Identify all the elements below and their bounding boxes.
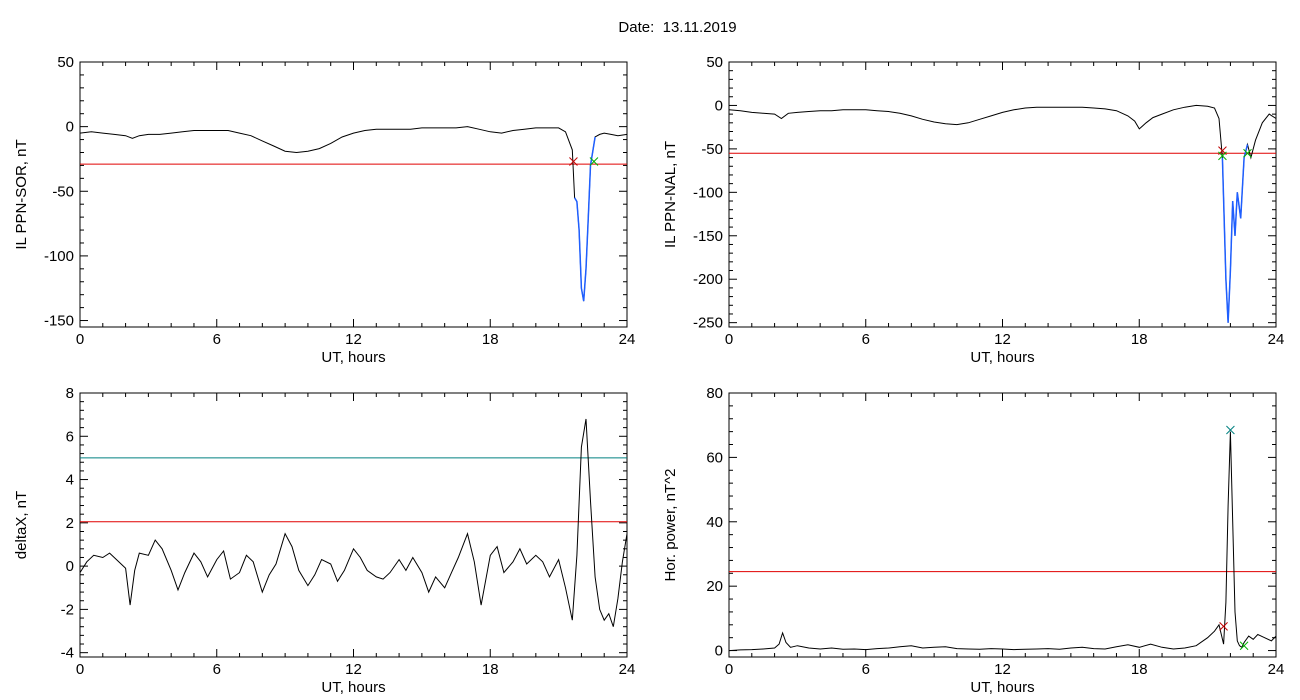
- x-tick-label: 0: [725, 331, 733, 348]
- x-tick-label: 0: [725, 661, 733, 678]
- y-tick-label: 0: [66, 119, 74, 136]
- event-marker: [569, 157, 578, 166]
- event-marker-stroke: [569, 157, 578, 166]
- y-tick-label: 0: [715, 643, 723, 660]
- y-tick-label: 50: [57, 54, 74, 71]
- y-tick-label: -4: [61, 645, 74, 662]
- y-tick-label: -150: [44, 313, 74, 330]
- event-marker: [1219, 622, 1228, 631]
- y-tick-label: -200: [693, 271, 723, 288]
- y-tick-label: 0: [715, 97, 723, 114]
- x-tick-label: 6: [862, 661, 870, 678]
- y-tick-label: 20: [706, 578, 723, 595]
- y-tick-label: -250: [693, 315, 723, 332]
- series-line: [728, 104, 1277, 323]
- series-line: [79, 126, 628, 302]
- y-tick-label: 2: [66, 515, 74, 532]
- event-marker-stroke: [1239, 641, 1249, 651]
- x-tick-label: 6: [862, 331, 870, 348]
- panel-hor-power: 0 6 12 18 24 0 20 40 60 80 UT, hours Hor. power, nT…: [662, 385, 1284, 696]
- panel-nal: 0 6 12 18 24 -250 -200 -150 -100 -50 0 50 UT, hours I…: [662, 54, 1284, 366]
- y-tick-label: 0: [66, 558, 74, 575]
- x-tick-label: 12: [345, 331, 362, 348]
- x-tick-label: 12: [994, 661, 1011, 678]
- y-tick-label: 6: [66, 428, 74, 445]
- x-tick-label: 18: [1131, 661, 1148, 678]
- y-axis-title: IL PPN-SOR, nT: [13, 139, 30, 249]
- x-tick-label: 6: [213, 331, 221, 348]
- series-line: [728, 431, 1277, 652]
- event-segment-line: [1221, 144, 1249, 323]
- x-tick-label: 6: [213, 661, 221, 678]
- x-tick-label: 0: [76, 661, 84, 678]
- y-axis-title: IL PPN-NAL, nT: [662, 141, 679, 248]
- y-tick-label: 50: [706, 54, 723, 71]
- event-marker: [1239, 641, 1249, 651]
- event-marker-stroke: [589, 157, 599, 166]
- event-marker: [1226, 425, 1235, 435]
- event-marker-stroke: [1218, 151, 1227, 161]
- y-tick-label: -150: [693, 228, 723, 245]
- x-tick-label: 18: [482, 661, 499, 678]
- event-segment-line: [573, 136, 596, 302]
- y-tick-label: -50: [52, 183, 74, 200]
- x-tick-label: 12: [994, 331, 1011, 348]
- x-axis-title: UT, hours: [321, 679, 385, 696]
- event-marker-stroke: [1226, 425, 1235, 435]
- y-tick-label: 60: [706, 449, 723, 466]
- event-marker: [1243, 148, 1252, 158]
- event-marker: [1218, 151, 1227, 161]
- x-tick-label: 18: [482, 331, 499, 348]
- y-axis-title: deltaX, nT: [13, 491, 30, 559]
- event-marker-stroke: [1243, 148, 1252, 158]
- x-tick-label: 24: [619, 661, 636, 678]
- panel-sor: 0 6 12 18 24 -150 -100 -50 0 50 UT, hours IL PPN-SO…: [13, 54, 635, 366]
- x-tick-label: 12: [345, 661, 362, 678]
- plot-frame: [79, 392, 628, 658]
- page-title: Date: 13.11.2019: [618, 19, 737, 36]
- event-marker: [589, 157, 599, 166]
- x-axis-title: UT, hours: [970, 349, 1034, 366]
- y-tick-label: -2: [61, 601, 74, 618]
- plot-frame: [728, 61, 1277, 328]
- series-line: [79, 418, 628, 627]
- y-axis-title: Hor. power, nT^2: [662, 469, 679, 582]
- y-tick-label: 8: [66, 385, 74, 402]
- x-tick-label: 24: [619, 331, 636, 348]
- plot-frame: [728, 392, 1277, 658]
- x-tick-label: 24: [1268, 661, 1285, 678]
- x-axis-title: UT, hours: [321, 349, 385, 366]
- y-tick-label: -100: [44, 248, 74, 265]
- x-tick-label: 18: [1131, 331, 1148, 348]
- y-tick-label: -100: [693, 184, 723, 201]
- y-tick-label: 40: [706, 514, 723, 531]
- x-axis-title: UT, hours: [970, 679, 1034, 696]
- x-tick-label: 0: [76, 331, 84, 348]
- y-tick-label: -50: [701, 141, 723, 158]
- event-marker-stroke: [1219, 622, 1228, 631]
- plot-frame: [79, 61, 628, 328]
- x-tick-label: 24: [1268, 331, 1285, 348]
- y-tick-label: 80: [706, 385, 723, 402]
- y-tick-label: 4: [66, 472, 74, 489]
